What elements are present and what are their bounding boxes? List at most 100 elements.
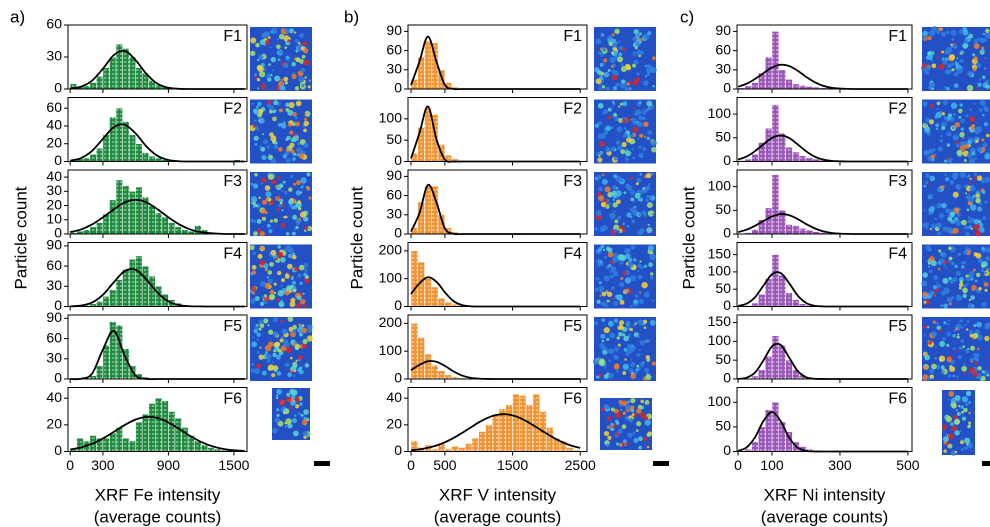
- heatmap-spot: [642, 116, 646, 120]
- bar: [128, 134, 136, 162]
- heatmap-spot: [280, 123, 287, 129]
- heatmap-spot: [923, 300, 927, 304]
- heatmap-spot: [596, 375, 600, 379]
- heatmap-spot: [969, 177, 972, 180]
- heatmap-spot: [928, 340, 932, 345]
- heatmap-spot: [616, 369, 620, 373]
- heatmap-spot: [956, 411, 961, 416]
- heatmap-spot: [623, 335, 629, 342]
- heatmap-spot: [946, 226, 953, 234]
- heatmap-spot: [927, 193, 934, 200]
- heatmap-spot: [610, 266, 617, 273]
- heatmap-spot: [984, 32, 990, 39]
- heatmap-spot: [290, 402, 295, 406]
- heatmap-spot: [624, 277, 632, 284]
- heatmap-spot: [289, 406, 293, 410]
- heatmap-spot: [962, 137, 965, 140]
- heatmap-spot: [970, 360, 974, 363]
- heatmap-spot: [958, 115, 962, 119]
- heatmap-spot: [254, 142, 258, 146]
- bar: [155, 397, 163, 452]
- heatmap-spot: [636, 335, 641, 339]
- heatmap-spot: [249, 245, 255, 251]
- heatmap-spot: [609, 264, 613, 268]
- heatmap-spot: [288, 199, 294, 205]
- y-tick-label: 0: [723, 80, 731, 96]
- heatmap-spot: [929, 227, 933, 231]
- heatmap-spot: [966, 282, 969, 286]
- heatmap-spot: [940, 134, 943, 138]
- plot-frame: [67, 314, 248, 380]
- bar: [109, 116, 117, 162]
- heatmap-spot: [960, 405, 965, 409]
- y-axis-label: Particle count: [679, 186, 698, 289]
- heatmap-spot: [308, 79, 312, 82]
- heatmap: [250, 172, 313, 237]
- heatmap-spot: [645, 355, 651, 360]
- heatmap-spot: [599, 141, 605, 147]
- heatmap-spot: [966, 208, 970, 212]
- heatmap-spot: [306, 186, 311, 191]
- heatmap-spot: [597, 194, 605, 202]
- heatmap-spot: [303, 117, 308, 121]
- heatmap-spot: [293, 430, 299, 437]
- histogram-panel: 0 100 200 F5: [379, 314, 588, 386]
- y-tick-label: 0: [723, 370, 731, 386]
- heatmap-spot: [968, 329, 974, 335]
- plot-frame: [736, 24, 913, 90]
- heatmap-spot: [633, 299, 638, 304]
- heatmap-spot: [600, 53, 604, 57]
- heatmap-spot: [617, 343, 621, 347]
- heatmap-spot: [280, 222, 286, 228]
- bar: [758, 369, 766, 380]
- heatmap-spot: [923, 184, 927, 188]
- heatmap-spot: [977, 366, 982, 371]
- heatmap-spot: [611, 33, 615, 37]
- heatmap-spot: [975, 193, 980, 198]
- heatmap-spot: [291, 61, 296, 67]
- heatmap-spot: [303, 120, 310, 127]
- heatmap-spot: [980, 268, 985, 273]
- heatmap-spot: [265, 197, 269, 201]
- heatmap-spot: [963, 39, 968, 44]
- bar: [805, 157, 814, 162]
- plot-frame: [67, 387, 248, 452]
- heatmap-spot: [627, 347, 633, 354]
- heatmap-spot: [985, 256, 990, 261]
- heatmap-spot: [272, 427, 278, 434]
- heatmap-spot: [274, 341, 281, 348]
- heatmap-spot: [928, 262, 931, 265]
- heatmap-spot: [973, 43, 980, 50]
- heatmap-spot: [968, 298, 972, 302]
- bar: [109, 56, 117, 90]
- heatmap-spot: [945, 433, 948, 436]
- bar: [89, 82, 97, 90]
- heatmap-spot: [254, 75, 258, 79]
- heatmap-spot: [614, 148, 617, 151]
- heatmap-spot: [613, 354, 617, 358]
- heatmap-spot: [622, 119, 627, 124]
- histogram-panel: 0 30 60 F1: [46, 16, 248, 96]
- heatmap-spot: [959, 141, 965, 147]
- heatmap-spot: [600, 333, 606, 339]
- heatmap-spot: [981, 177, 985, 181]
- heatmap: [921, 244, 990, 309]
- heatmap-spot: [937, 27, 942, 31]
- x-axis-label: (average counts): [94, 507, 222, 526]
- heatmap-spot: [930, 223, 937, 229]
- heatmap-spot: [607, 251, 614, 258]
- bar: [96, 365, 104, 380]
- bar: [464, 443, 473, 452]
- heatmap-spot: [617, 428, 623, 434]
- heatmap-spot: [938, 212, 945, 219]
- heatmap-spot: [598, 359, 605, 366]
- heatmap-spot: [622, 363, 629, 371]
- y-tick-label: 60: [386, 186, 402, 202]
- heatmap-spot: [648, 182, 651, 186]
- bar: [76, 437, 84, 452]
- heatmap: [272, 388, 311, 440]
- bar: [141, 265, 150, 307]
- heatmap: [922, 171, 990, 237]
- heatmap-spot: [273, 140, 278, 145]
- heatmap-spot: [303, 263, 309, 268]
